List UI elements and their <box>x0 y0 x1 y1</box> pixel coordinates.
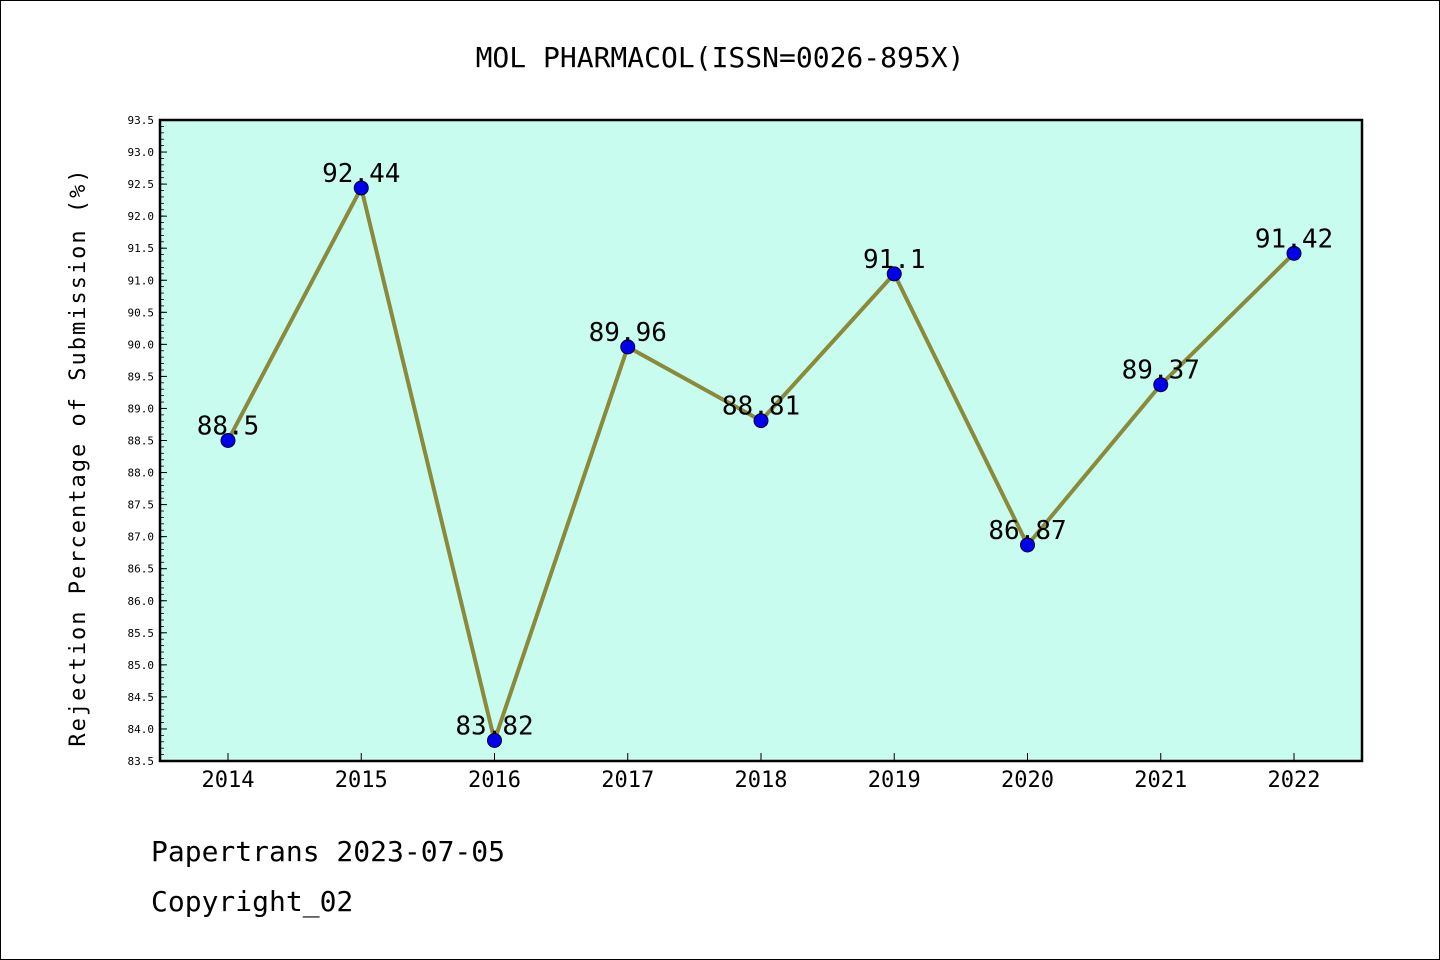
chart-title: MOL PHARMACOL(ISSN=0026-895X) <box>476 41 965 74</box>
x-tick-label: 2021 <box>1134 768 1187 793</box>
y-tick-label: 88.0 <box>128 467 155 480</box>
y-tick-label: 85.0 <box>128 659 155 672</box>
data-label: 86.87 <box>988 516 1066 546</box>
data-point <box>487 732 502 748</box>
y-tick-label: 91.5 <box>128 242 155 255</box>
data-label: 89.37 <box>1122 356 1200 386</box>
footer-copyright-text: Copyright_02 <box>151 885 354 918</box>
data-point <box>353 180 369 196</box>
data-label: 89.96 <box>589 318 667 348</box>
x-tick-label: 2022 <box>1268 768 1321 793</box>
y-tick-label: 86.0 <box>128 595 155 608</box>
y-tick-label: 86.5 <box>128 563 155 576</box>
x-tick-label: 2020 <box>1001 768 1054 793</box>
data-label: 91.1 <box>863 245 926 275</box>
data-point <box>220 433 236 448</box>
y-tick-label: 93.5 <box>128 114 155 127</box>
x-tick-label: 2019 <box>868 768 921 793</box>
y-tick-label: 92.0 <box>128 210 155 223</box>
data-label: 88.81 <box>722 392 800 422</box>
y-axis-title: Rejection Percentage of Submission (%) <box>66 167 91 746</box>
data-labels: 88.5 92.44 83.82 89.96 88.81 91.1 86.87 89.37 91… <box>197 159 1333 742</box>
y-tick-label: 83.5 <box>128 755 155 768</box>
y-tick-label: 90.5 <box>128 306 155 319</box>
data-markers <box>220 180 1302 748</box>
y-tick-label: 92.5 <box>128 178 155 191</box>
data-point <box>1153 377 1169 393</box>
y-tick-label: 85.5 <box>128 627 155 640</box>
x-tick-label: 2018 <box>735 768 788 793</box>
y-tick-label: 89.5 <box>128 370 155 383</box>
plot-area <box>158 118 1364 763</box>
x-tick-label: 2015 <box>335 768 388 793</box>
y-tick-label: 89.0 <box>128 402 155 415</box>
data-point <box>1286 245 1302 261</box>
axis-ticks: 83.5 84.0 84.5 85.0 85.5 86.0 86.5 87.0 87.5 88.0… <box>128 114 1321 793</box>
data-label: 83.82 <box>455 711 533 741</box>
y-tick-label: 87.0 <box>128 531 155 544</box>
x-tick-label: 2017 <box>601 768 654 793</box>
data-point <box>753 413 769 429</box>
y-tick-label: 84.0 <box>128 723 155 736</box>
y-tick-label: 93.0 <box>128 146 155 159</box>
data-point <box>1020 537 1035 553</box>
data-point <box>620 339 636 355</box>
data-label: 92.44 <box>322 159 400 189</box>
y-tick-label: 88.5 <box>128 435 155 448</box>
y-tick-label: 90.0 <box>128 338 155 351</box>
y-tick-label: 91.0 <box>128 274 155 287</box>
x-tick-label: 2016 <box>468 768 521 793</box>
data-label: 88.5 <box>197 412 260 442</box>
y-tick-label: 87.5 <box>128 499 155 512</box>
x-tick-label: 2014 <box>202 768 255 793</box>
y-tick-label: 84.5 <box>128 691 155 704</box>
data-point <box>886 266 902 282</box>
data-label: 91.42 <box>1255 224 1333 254</box>
footer-date-text: Papertrans 2023-07-05 <box>151 835 506 868</box>
